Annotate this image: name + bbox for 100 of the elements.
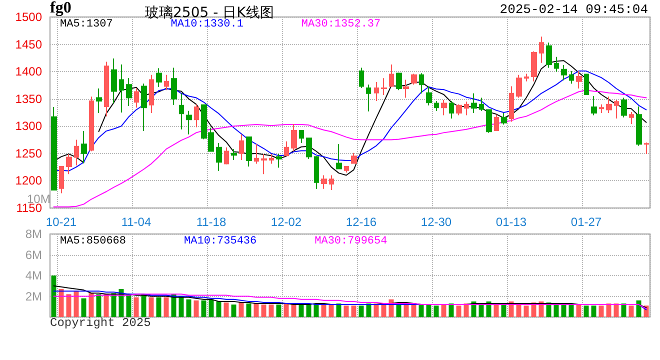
candlestick bbox=[486, 108, 492, 134]
candlestick bbox=[516, 74, 522, 98]
candlestick bbox=[419, 72, 424, 94]
bar bbox=[336, 304, 342, 317]
candlestick bbox=[389, 64, 394, 88]
text: MA5:850668 bbox=[60, 236, 126, 248]
bar bbox=[448, 304, 454, 317]
candlestick bbox=[89, 96, 94, 152]
candlestick bbox=[254, 144, 259, 164]
y-tick-label: 2M bbox=[25, 289, 42, 304]
candlestick bbox=[291, 123, 297, 152]
bar bbox=[284, 304, 289, 317]
candlestick bbox=[224, 146, 229, 165]
bar bbox=[276, 304, 282, 317]
bar bbox=[306, 304, 312, 317]
bar bbox=[456, 306, 462, 317]
candlestick bbox=[509, 86, 514, 122]
bar bbox=[156, 297, 162, 317]
candlestick bbox=[644, 142, 649, 154]
candlestick bbox=[261, 153, 267, 175]
candlestick bbox=[366, 84, 371, 112]
candlestick bbox=[569, 70, 574, 84]
candlestick bbox=[546, 42, 552, 68]
candlestick bbox=[531, 50, 537, 82]
candlestick bbox=[494, 114, 499, 132]
x-tick-label: 11-04 bbox=[121, 215, 152, 229]
bar bbox=[246, 304, 252, 317]
candlestick bbox=[381, 78, 387, 96]
candlestick bbox=[434, 100, 439, 112]
candlestick bbox=[231, 148, 237, 160]
candlestick bbox=[119, 64, 124, 113]
bar bbox=[81, 298, 86, 317]
candlestick bbox=[464, 101, 469, 116]
candlestick bbox=[104, 61, 109, 117]
candlestick bbox=[629, 111, 634, 124]
text: fg0 bbox=[50, 0, 72, 16]
bar bbox=[111, 293, 116, 317]
bar bbox=[51, 276, 56, 317]
x-tick-label: 01-27 bbox=[570, 215, 602, 229]
candlestick bbox=[321, 174, 327, 190]
candlestick bbox=[561, 64, 567, 81]
text: MA10:1330.1 bbox=[170, 18, 244, 30]
bar bbox=[118, 288, 124, 317]
candlestick bbox=[156, 68, 162, 88]
candlestick bbox=[471, 92, 477, 114]
candlestick bbox=[539, 36, 544, 64]
bar bbox=[464, 304, 469, 317]
bar bbox=[126, 294, 132, 317]
bar bbox=[598, 306, 604, 317]
candlestick bbox=[336, 144, 342, 170]
candlestick bbox=[179, 92, 184, 130]
text: 2025-02-14 09:45:04 bbox=[500, 2, 648, 17]
candlestick bbox=[126, 78, 132, 106]
y-tick-label: 1300 bbox=[15, 119, 42, 134]
bar bbox=[426, 304, 432, 317]
bar bbox=[628, 306, 634, 317]
bar bbox=[584, 306, 589, 317]
bar bbox=[591, 306, 596, 317]
bar bbox=[374, 304, 379, 317]
candlestick bbox=[194, 104, 199, 128]
candlestick bbox=[351, 152, 357, 164]
bar bbox=[411, 304, 416, 317]
bar bbox=[96, 294, 102, 317]
candlestick bbox=[576, 70, 582, 89]
bar bbox=[434, 306, 439, 317]
candlestick bbox=[636, 106, 642, 146]
bar bbox=[554, 304, 559, 317]
candlestick bbox=[299, 129, 304, 144]
x-tick-label: 01-13 bbox=[496, 215, 527, 229]
bar bbox=[524, 306, 529, 317]
bar bbox=[404, 304, 409, 317]
y-tick-label: 1400 bbox=[15, 64, 42, 79]
bar bbox=[328, 304, 334, 317]
candlestick bbox=[374, 81, 379, 102]
candlestick bbox=[456, 104, 462, 116]
candlestick bbox=[591, 96, 597, 116]
x-tick-label: 10-21 bbox=[46, 215, 77, 229]
bar bbox=[186, 299, 192, 317]
bar bbox=[441, 304, 446, 317]
candlestick bbox=[111, 58, 117, 104]
candlestick bbox=[186, 110, 192, 135]
bar bbox=[576, 304, 582, 317]
candlestick bbox=[344, 165, 349, 174]
bar bbox=[291, 304, 296, 317]
bar bbox=[254, 304, 259, 317]
bar bbox=[164, 297, 169, 317]
x-tick-label: 12-16 bbox=[346, 215, 377, 229]
y-tick-label: 1200 bbox=[15, 174, 42, 188]
candlestick bbox=[306, 137, 312, 160]
bar bbox=[104, 294, 109, 317]
y-tick-label: 1250 bbox=[15, 146, 42, 160]
candlestick bbox=[441, 99, 447, 116]
line-series bbox=[53, 90, 647, 208]
candlestick bbox=[621, 97, 627, 118]
candlestick bbox=[329, 174, 334, 190]
bar bbox=[58, 288, 64, 317]
bar bbox=[501, 304, 506, 317]
bar bbox=[208, 299, 214, 317]
y-tick-label: 8M bbox=[25, 227, 42, 241]
bar bbox=[178, 296, 184, 317]
